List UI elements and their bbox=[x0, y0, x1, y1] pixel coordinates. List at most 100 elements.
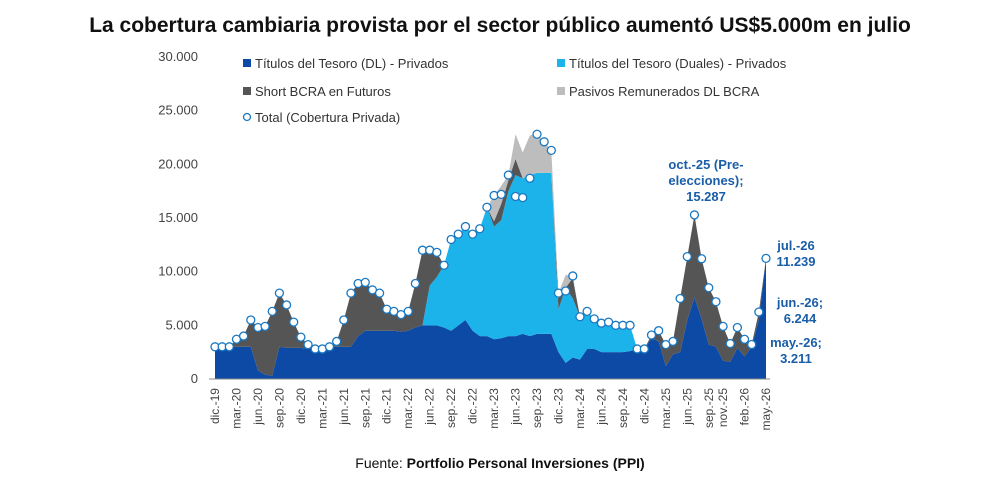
x-tick-label: mar.-23 bbox=[487, 388, 501, 429]
total-marker bbox=[532, 129, 542, 139]
total-marker bbox=[525, 173, 535, 183]
total-marker bbox=[331, 336, 342, 347]
total-marker bbox=[711, 297, 721, 307]
x-tick-label: sep.-20 bbox=[272, 388, 286, 428]
y-tick-label: 5.000 bbox=[165, 317, 198, 332]
x-tick-label: mar.-22 bbox=[401, 388, 415, 429]
x-tick-label: jun.-22 bbox=[423, 388, 437, 426]
x-tick-label: jun.-20 bbox=[251, 388, 265, 426]
total-marker bbox=[518, 192, 528, 203]
y-axis: 0 5.000 10.000 15.000 20.000 25.000 30.000 bbox=[158, 49, 198, 386]
total-marker bbox=[238, 331, 249, 341]
source-name: Portfolio Personal Inversiones (PPI) bbox=[406, 455, 645, 471]
total-marker bbox=[739, 334, 750, 344]
total-marker bbox=[324, 342, 335, 352]
x-tick-label: jun.-21 bbox=[337, 388, 351, 426]
annotation-label: 6.244 bbox=[784, 311, 817, 326]
total-marker bbox=[725, 338, 735, 349]
series-area-dl bbox=[215, 258, 766, 379]
total-marker bbox=[575, 312, 585, 322]
total-marker bbox=[410, 278, 421, 289]
annotation-label: 3.211 bbox=[780, 351, 812, 366]
total-markers bbox=[210, 129, 771, 354]
annotation-label: elecciones); bbox=[668, 173, 743, 188]
x-tick-label: dic.-19 bbox=[208, 388, 222, 424]
x-tick-label: feb.-26 bbox=[738, 388, 752, 426]
legend-swatch-pasivos bbox=[557, 87, 565, 95]
total-marker bbox=[467, 229, 478, 239]
total-marker bbox=[281, 300, 292, 310]
total-marker bbox=[453, 229, 463, 239]
series-area-short bbox=[215, 158, 766, 376]
x-tick-label: jun.-23 bbox=[509, 388, 523, 426]
x-tick-label: dic.-20 bbox=[294, 388, 308, 424]
total-marker bbox=[246, 315, 256, 325]
legend-swatch-duales bbox=[557, 59, 565, 67]
total-marker bbox=[582, 306, 592, 317]
source-prefix: Fuente: bbox=[355, 455, 407, 471]
y-tick-label: 25.000 bbox=[158, 103, 198, 118]
total-marker bbox=[274, 288, 285, 298]
total-marker bbox=[754, 307, 764, 317]
total-marker bbox=[460, 221, 471, 232]
total-marker bbox=[432, 247, 442, 257]
x-tick-label: jun.-24 bbox=[594, 388, 608, 426]
total-marker bbox=[689, 210, 700, 220]
total-marker bbox=[560, 286, 571, 296]
total-marker bbox=[346, 288, 356, 298]
x-tick-label: mar.-24 bbox=[573, 388, 587, 429]
x-tick-label: may.-26 bbox=[759, 388, 773, 431]
x-tick-label: mar.-25 bbox=[659, 388, 673, 429]
total-marker bbox=[339, 315, 349, 325]
total-marker bbox=[682, 251, 692, 262]
total-marker bbox=[539, 137, 549, 147]
total-marker bbox=[646, 330, 657, 340]
total-marker bbox=[718, 321, 728, 332]
chart-title: La cobertura cambiaria provista por el s… bbox=[89, 14, 911, 37]
total-marker bbox=[267, 306, 277, 317]
total-marker bbox=[696, 254, 707, 264]
total-marker bbox=[546, 145, 556, 156]
legend-swatch-total bbox=[242, 112, 252, 122]
x-tick-label: sep.-23 bbox=[530, 388, 544, 428]
total-marker bbox=[654, 326, 664, 336]
total-marker bbox=[224, 342, 234, 352]
x-tick-label: nov.-25 bbox=[716, 388, 730, 427]
legend-label-pasivos: Pasivos Remunerados DL BCRA bbox=[569, 84, 760, 99]
annotation-label: may.-26; bbox=[770, 335, 822, 350]
x-tick-label: sep.-24 bbox=[616, 388, 630, 428]
total-marker bbox=[747, 339, 757, 350]
total-marker bbox=[482, 202, 492, 212]
x-tick-label: sep.-22 bbox=[444, 388, 458, 428]
legend-swatch-short bbox=[243, 87, 251, 95]
y-tick-label: 10.000 bbox=[158, 264, 198, 279]
total-marker bbox=[475, 224, 485, 234]
x-tick-label: dic.-22 bbox=[466, 388, 480, 424]
y-tick-label: 0 bbox=[191, 371, 198, 386]
total-marker bbox=[568, 271, 578, 281]
total-marker bbox=[732, 322, 743, 333]
annotations: oct.-25 (Pre-elecciones);15.287 jul.-2611… bbox=[668, 157, 823, 366]
total-marker bbox=[675, 293, 685, 304]
total-marker bbox=[496, 189, 506, 200]
annotation-label: 15.287 bbox=[686, 189, 726, 204]
total-marker bbox=[761, 253, 771, 264]
legend-label-duales: Títulos del Tesoro (Duales) - Privados bbox=[569, 56, 787, 71]
total-marker bbox=[639, 344, 650, 354]
annotation-label: oct.-25 (Pre- bbox=[668, 157, 743, 172]
legend-swatch-dl bbox=[243, 59, 251, 67]
legend-label-short: Short BCRA en Futuros bbox=[255, 84, 391, 99]
x-tick-label: mar.-21 bbox=[315, 388, 329, 429]
total-marker bbox=[374, 288, 385, 298]
annotation-label: jun.-26; bbox=[776, 295, 823, 310]
x-tick-label: dic.-23 bbox=[551, 388, 565, 424]
total-marker bbox=[260, 321, 270, 332]
x-tick-label: dic.-24 bbox=[637, 388, 651, 424]
total-marker bbox=[403, 306, 413, 317]
total-marker bbox=[503, 170, 514, 180]
total-marker bbox=[446, 234, 456, 245]
series-area-duales bbox=[215, 172, 766, 376]
legend-label-dl: Títulos del Tesoro (DL) - Privados bbox=[255, 56, 449, 71]
x-tick-label: mar.-20 bbox=[229, 388, 243, 429]
